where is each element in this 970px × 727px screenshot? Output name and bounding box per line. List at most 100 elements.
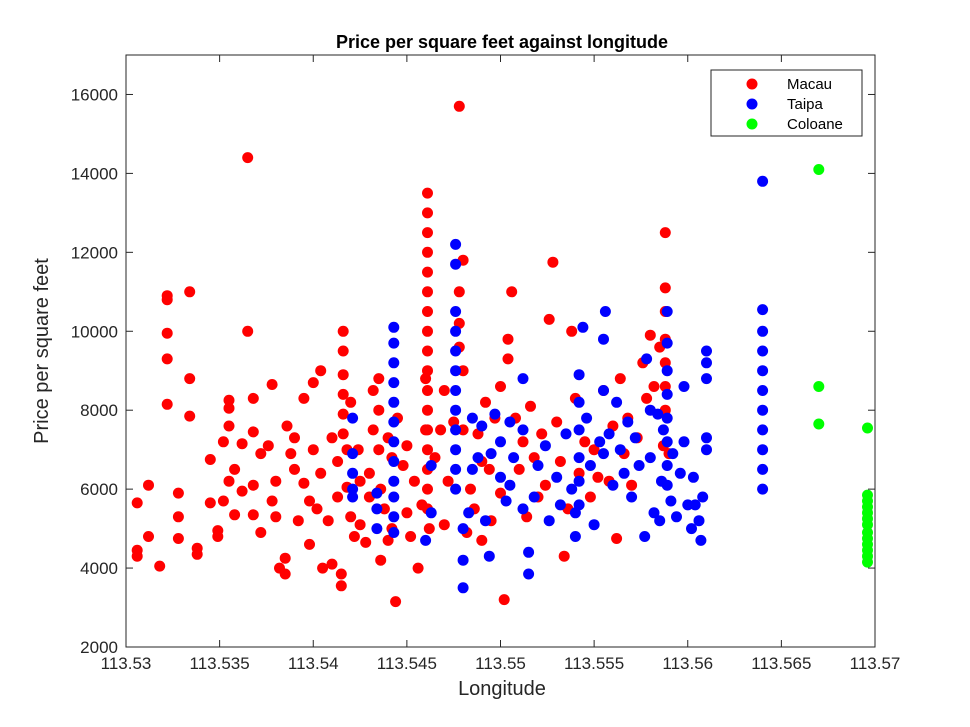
point-macau-72	[337, 345, 349, 357]
point-taipa-13	[388, 416, 400, 428]
point-taipa-80	[598, 385, 609, 396]
point-taipa-25	[450, 306, 462, 317]
y-tick-label-5: 12000	[71, 243, 118, 262]
point-macau-15	[184, 373, 196, 385]
series-macau	[131, 100, 675, 608]
point-taipa-116	[686, 523, 697, 535]
point-macau-112	[422, 207, 433, 219]
point-macau-11	[172, 533, 184, 544]
x-tick-label-7: 113.565	[751, 654, 811, 673]
point-macau-169	[551, 416, 563, 428]
legend-marker-macau	[746, 78, 758, 90]
point-macau-107	[412, 562, 424, 574]
point-macau-133	[442, 475, 454, 487]
point-taipa-15	[388, 456, 400, 467]
point-macau-79	[345, 396, 357, 408]
point-taipa-30	[450, 404, 462, 416]
point-macau-105	[405, 531, 417, 542]
point-taipa-48	[495, 471, 506, 483]
point-macau-103	[401, 507, 413, 519]
point-macau-177	[584, 491, 596, 503]
point-taipa-86	[614, 444, 626, 456]
point-taipa-114	[678, 436, 690, 448]
point-taipa-91	[633, 460, 645, 471]
legend-label-macau: Macau	[787, 76, 832, 93]
point-macau-121	[422, 385, 433, 396]
point-macau-20	[204, 497, 216, 509]
point-macau-93	[375, 554, 387, 566]
point-taipa-68	[573, 369, 585, 381]
point-coloane-0	[813, 164, 825, 175]
point-macau-9	[161, 353, 173, 365]
point-taipa-101	[661, 306, 673, 317]
point-taipa-126	[701, 444, 712, 456]
point-taipa-20	[420, 534, 432, 546]
point-macau-28	[223, 394, 235, 406]
point-taipa-26	[450, 325, 462, 337]
point-macau-32	[236, 438, 248, 450]
point-macau-100	[390, 596, 402, 608]
legend-marker-coloane	[746, 118, 758, 130]
point-taipa-127	[757, 175, 769, 187]
point-taipa-21	[425, 460, 437, 471]
point-macau-33	[242, 152, 254, 164]
point-macau-51	[289, 432, 300, 444]
point-macau-38	[247, 509, 259, 521]
point-taipa-112	[674, 467, 686, 479]
point-taipa-84	[607, 479, 619, 491]
point-taipa-65	[566, 483, 578, 495]
point-macau-42	[266, 379, 278, 390]
point-taipa-49	[500, 495, 512, 507]
point-macau-195	[659, 227, 671, 239]
point-macau-10	[161, 398, 173, 410]
point-macau-167	[543, 313, 555, 325]
point-macau-157	[506, 286, 518, 298]
point-taipa-98	[654, 515, 666, 527]
y-tick-label-4: 10000	[71, 322, 118, 341]
point-macau-165	[536, 428, 548, 440]
y-tick-label-3: 8000	[80, 401, 118, 420]
point-taipa-77	[588, 519, 600, 531]
point-taipa-92	[639, 531, 651, 542]
point-taipa-41	[472, 452, 484, 464]
point-macau-48	[279, 552, 291, 564]
point-macau-60	[311, 503, 323, 515]
point-macau-115	[422, 266, 433, 278]
point-taipa-12	[388, 396, 400, 408]
point-macau-90	[373, 373, 385, 385]
point-macau-25	[223, 475, 235, 487]
point-taipa-76	[584, 460, 596, 471]
x-axis-ticks: 113.53 113.535 113.54 113.545 113.55 113.555 1…	[101, 55, 900, 673]
x-tick-label-0: 113.53	[101, 654, 152, 673]
point-macau-162	[525, 400, 536, 412]
point-macau-30	[229, 509, 241, 521]
point-macau-24	[217, 495, 229, 507]
point-taipa-39	[466, 412, 478, 424]
point-macau-14	[184, 286, 196, 298]
point-taipa-107	[661, 460, 673, 471]
point-taipa-59	[532, 460, 544, 471]
point-macau-160	[517, 436, 529, 448]
x-tick-label-2: 113.54	[288, 654, 339, 673]
point-taipa-100	[657, 424, 669, 436]
point-macau-83	[354, 475, 366, 487]
point-taipa-102	[661, 337, 673, 349]
y-axis-label: Price per square feet	[31, 258, 53, 444]
point-coloane-1	[813, 381, 825, 392]
point-taipa-18	[388, 511, 400, 523]
point-taipa-104	[661, 388, 673, 400]
point-taipa-2	[347, 467, 359, 479]
point-macau-53	[292, 515, 304, 527]
point-macau-175	[573, 467, 585, 479]
x-axis-label: Longitude	[458, 678, 546, 700]
point-taipa-8	[388, 321, 400, 333]
point-taipa-70	[573, 424, 585, 436]
point-macau-2	[131, 497, 143, 509]
point-macau-84	[354, 519, 366, 531]
point-macau-168	[547, 256, 559, 268]
point-macau-184	[614, 373, 626, 385]
point-macau-71	[337, 325, 349, 337]
point-taipa-135	[757, 444, 769, 456]
point-macau-36	[247, 392, 259, 404]
point-taipa-118	[689, 499, 701, 511]
